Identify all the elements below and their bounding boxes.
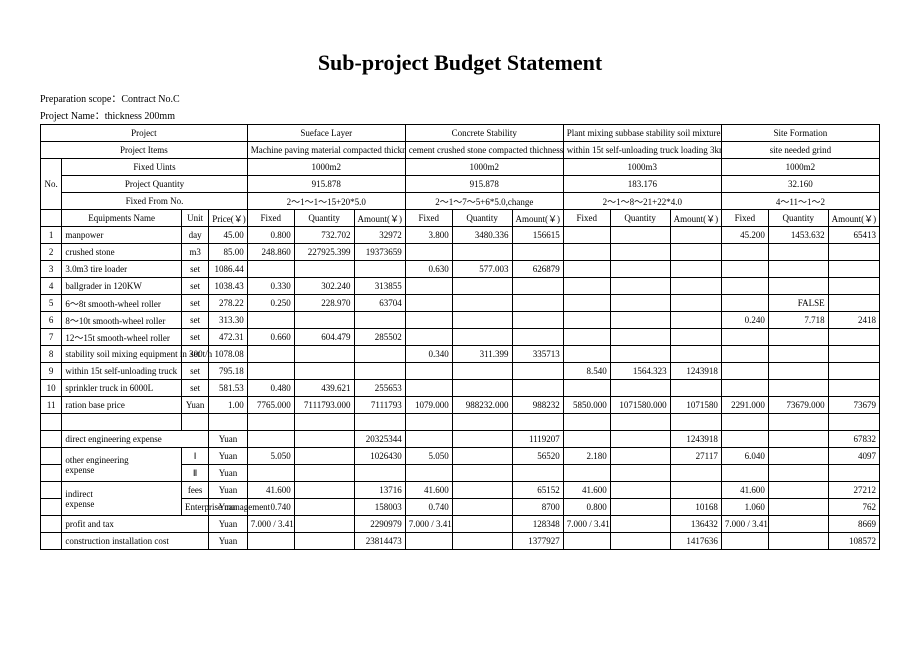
- table-row: 4ballgrader in 120KWset1038.430.330302.2…: [41, 278, 880, 295]
- table-row: 10sprinkler truck in 6000Lset581.530.480…: [41, 380, 880, 397]
- table-row: 1manpowerday45.000.800732.702329723.8003…: [41, 227, 880, 244]
- section-title-2: Plant mixing subbase stability soil mixt…: [563, 125, 721, 142]
- table-row: 56～8t smooth-wheel rollerset278.220.2502…: [41, 295, 880, 312]
- section-title-0: Sueface Layer: [247, 125, 405, 142]
- table-row: 33.0m3 tire loaderset1086.440.630577.003…: [41, 261, 880, 278]
- table-row: 2crushed stonem385.00248.860227925.39919…: [41, 244, 880, 261]
- project-name: Project Name：thickness 200mm: [40, 107, 880, 122]
- hdr-project: Project: [41, 125, 248, 142]
- section-title-1: Concrete Stability: [405, 125, 563, 142]
- section-title-3: Site Formation: [721, 125, 879, 142]
- table-row: 8stability soil mixing equipment in 300t…: [41, 346, 880, 363]
- table-row: 712～15t smooth-wheel rollerset472.310.66…: [41, 329, 880, 346]
- page-title: Sub-project Budget Statement: [40, 50, 880, 76]
- budget-table: ProjectSueface LayerConcrete StabilityPl…: [40, 124, 880, 550]
- table-row: 68～10t smooth-wheel rollerset313.300.240…: [41, 312, 880, 329]
- table-row: 9within 15t self-unloading truckset795.1…: [41, 363, 880, 380]
- prep-scope: Preparation scope：Contract No.C: [40, 90, 880, 105]
- table-row: 11ration base priceYuan1.007765.00071117…: [41, 397, 880, 414]
